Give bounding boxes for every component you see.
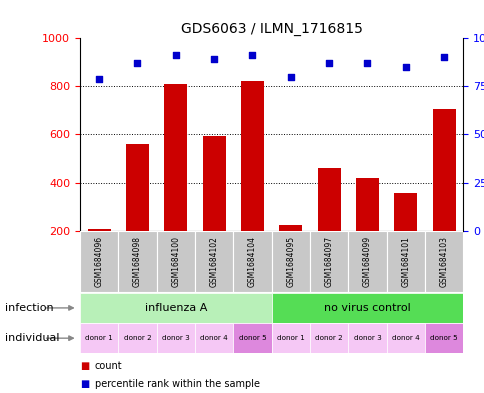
Title: GDS6063 / ILMN_1716815: GDS6063 / ILMN_1716815 [180, 22, 362, 36]
Text: GSM1684103: GSM1684103 [439, 237, 448, 287]
Text: GSM1684099: GSM1684099 [362, 236, 371, 288]
Bar [309, 323, 348, 353]
Text: donor 2: donor 2 [315, 335, 342, 341]
Bar [241, 81, 263, 231]
Bar [126, 144, 149, 231]
Text: GSM1684101: GSM1684101 [400, 237, 409, 287]
Bar [80, 231, 118, 292]
Point [324, 60, 332, 66]
Bar [80, 293, 271, 323]
Bar [271, 231, 309, 292]
Text: infection: infection [5, 303, 53, 313]
Text: donor 1: donor 1 [85, 335, 113, 341]
Bar [424, 323, 462, 353]
Point [439, 54, 447, 61]
Bar [424, 231, 462, 292]
Text: influenza A: influenza A [144, 303, 207, 313]
Text: donor 4: donor 4 [391, 335, 419, 341]
Point [248, 52, 256, 59]
Bar [88, 230, 110, 231]
Bar [118, 231, 156, 292]
Bar [233, 231, 271, 292]
Bar [309, 231, 348, 292]
Point [133, 60, 141, 66]
Point [286, 73, 294, 80]
Text: GSM1684100: GSM1684100 [171, 237, 180, 287]
Text: donor 1: donor 1 [276, 335, 304, 341]
Bar [386, 231, 424, 292]
Text: donor 4: donor 4 [200, 335, 227, 341]
Bar [271, 323, 309, 353]
Text: donor 2: donor 2 [123, 335, 151, 341]
Text: donor 3: donor 3 [353, 335, 380, 341]
Text: GSM1684098: GSM1684098 [133, 237, 142, 287]
Text: GSM1684102: GSM1684102 [209, 237, 218, 287]
Text: GSM1684104: GSM1684104 [247, 237, 257, 287]
Bar [202, 136, 225, 231]
Text: GSM1684095: GSM1684095 [286, 236, 295, 288]
Text: percentile rank within the sample: percentile rank within the sample [94, 379, 259, 389]
Bar [118, 323, 156, 353]
Text: no virus control: no virus control [323, 303, 410, 313]
Bar [195, 323, 233, 353]
Point [95, 75, 103, 82]
Point [171, 52, 179, 59]
Point [401, 64, 408, 70]
Bar [432, 109, 454, 231]
Bar [355, 178, 378, 231]
Text: individual: individual [5, 333, 59, 343]
Bar [164, 84, 187, 231]
Bar [233, 323, 271, 353]
Text: count: count [94, 361, 122, 371]
Text: ■: ■ [80, 361, 89, 371]
Point [210, 56, 217, 62]
Bar [156, 323, 195, 353]
Text: donor 5: donor 5 [238, 335, 266, 341]
Bar [317, 168, 340, 231]
Bar [271, 293, 462, 323]
Bar [386, 323, 424, 353]
Text: ■: ■ [80, 379, 89, 389]
Bar [195, 231, 233, 292]
Text: donor 5: donor 5 [429, 335, 457, 341]
Point [363, 60, 370, 66]
Bar [279, 225, 302, 231]
Text: GSM1684096: GSM1684096 [94, 236, 104, 288]
Bar [393, 193, 416, 231]
Text: GSM1684097: GSM1684097 [324, 236, 333, 288]
Text: donor 3: donor 3 [162, 335, 189, 341]
Bar [80, 323, 118, 353]
Bar [348, 231, 386, 292]
Bar [348, 323, 386, 353]
Bar [156, 231, 195, 292]
